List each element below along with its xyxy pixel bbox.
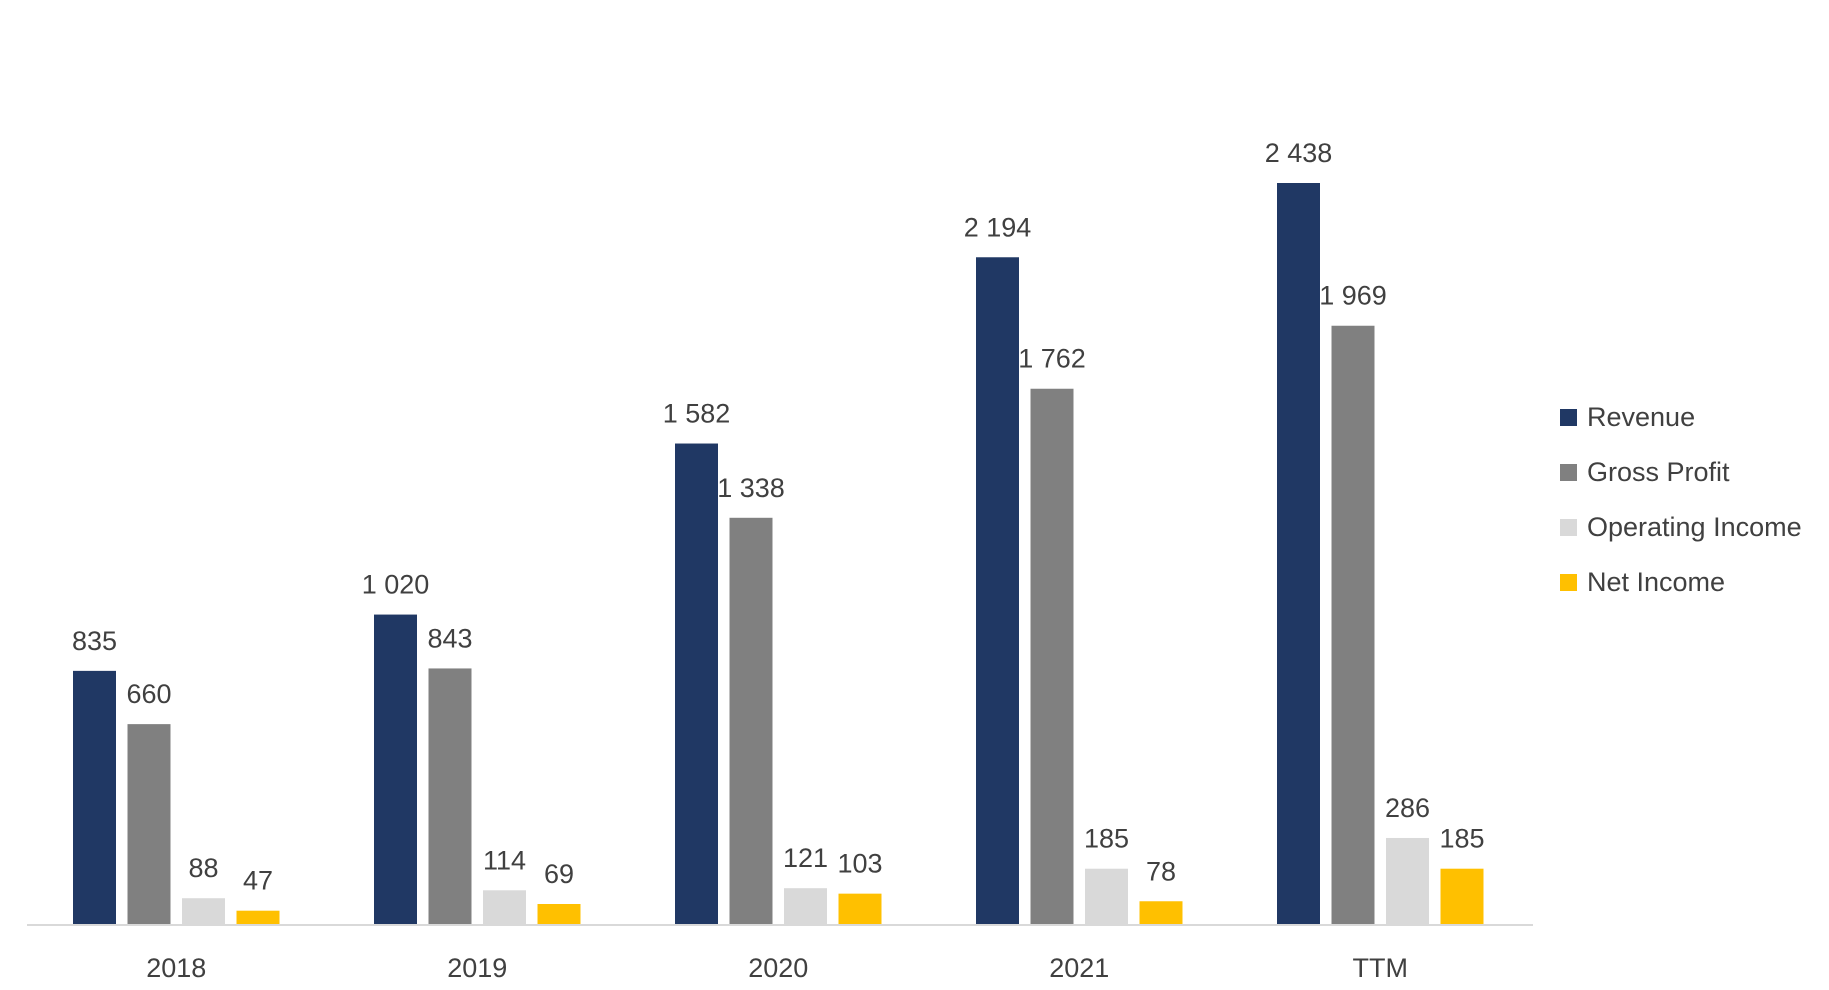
data-label-operating-income-2021: 185 xyxy=(1084,824,1129,854)
bars-group xyxy=(73,183,1484,925)
data-label-net-income-2018: 47 xyxy=(243,866,273,896)
bar-gross-profit-2020 xyxy=(729,517,773,925)
x-tick-label-2020: 2020 xyxy=(748,953,808,983)
data-label-revenue-2018: 835 xyxy=(72,626,117,656)
bar-gross-profit-2021 xyxy=(1030,388,1074,925)
data-label-revenue-2020: 1 582 xyxy=(663,399,731,429)
x-tick-label-2021: 2021 xyxy=(1049,953,1109,983)
bar-net-income-ttm xyxy=(1440,868,1484,925)
bar-operating-income-2018 xyxy=(182,898,225,925)
data-label-gross-profit-ttm: 1 969 xyxy=(1319,281,1387,311)
bar-net-income-2019 xyxy=(537,904,581,925)
data-label-gross-profit-2020: 1 338 xyxy=(717,473,785,503)
data-label-net-income-2020: 103 xyxy=(837,849,882,879)
data-label-net-income-2021: 78 xyxy=(1146,856,1176,886)
legend-label: Revenue xyxy=(1587,402,1696,432)
bar-net-income-2020 xyxy=(838,893,882,925)
data-label-gross-profit-2019: 843 xyxy=(427,623,472,653)
data-label-operating-income-2019: 114 xyxy=(483,845,526,875)
data-label-revenue-ttm: 2 438 xyxy=(1265,138,1333,168)
bar-gross-profit-2019 xyxy=(428,668,472,925)
bar-revenue-ttm xyxy=(1277,183,1320,925)
bar-operating-income-ttm xyxy=(1386,837,1429,925)
legend-label: Net Income xyxy=(1587,567,1726,597)
legend-swatch xyxy=(1560,464,1577,481)
bar-operating-income-2020 xyxy=(784,888,827,925)
data-label-net-income-ttm: 185 xyxy=(1439,824,1484,854)
data-label-gross-profit-2018: 660 xyxy=(126,679,171,709)
legend-item-operating-income: Operating Income xyxy=(1560,500,1802,555)
legend-swatch xyxy=(1560,574,1577,591)
x-tick-label-2019: 2019 xyxy=(447,953,507,983)
legend-item-net-income: Net Income xyxy=(1560,555,1802,610)
data-label-gross-profit-2021: 1 762 xyxy=(1018,344,1086,374)
legend-item-revenue: Revenue xyxy=(1560,390,1802,445)
bar-revenue-2021 xyxy=(976,257,1019,925)
bar-revenue-2020 xyxy=(675,443,718,925)
bar-net-income-2018 xyxy=(236,910,280,925)
legend-label: Gross Profit xyxy=(1587,457,1730,487)
bar-operating-income-2021 xyxy=(1085,868,1128,925)
data-labels-group: 835 660 88 47 1 020 843 114 69 1 582 1 338 121 103 2… xyxy=(72,138,1485,896)
bar-gross-profit-2018 xyxy=(127,724,171,925)
bar-revenue-2019 xyxy=(374,614,417,925)
bar-revenue-2018 xyxy=(73,670,116,925)
data-label-operating-income-2018: 88 xyxy=(188,853,218,883)
data-label-revenue-2021: 2 194 xyxy=(964,212,1032,242)
x-tick-label-2018: 2018 xyxy=(146,953,206,983)
data-label-revenue-2019: 1 020 xyxy=(362,570,430,600)
data-label-operating-income-2020: 121 xyxy=(783,843,828,873)
x-tick-label-ttm: TTM xyxy=(1353,953,1408,983)
legend-item-gross-profit: Gross Profit xyxy=(1560,445,1802,500)
data-label-operating-income-ttm: 286 xyxy=(1385,793,1430,823)
legend-swatch xyxy=(1560,519,1577,536)
x-tick-labels-group: 2018 2019 2020 2021 TTM xyxy=(146,953,1408,983)
data-label-net-income-2019: 69 xyxy=(544,859,574,889)
legend-swatch xyxy=(1560,409,1577,426)
bar-net-income-2021 xyxy=(1139,901,1183,925)
bar-gross-profit-ttm xyxy=(1331,325,1375,925)
legend-label: Operating Income xyxy=(1587,512,1802,542)
bar-operating-income-2019 xyxy=(483,890,526,925)
legend: Revenue Gross Profit Operating Income Net I… xyxy=(1560,390,1802,610)
